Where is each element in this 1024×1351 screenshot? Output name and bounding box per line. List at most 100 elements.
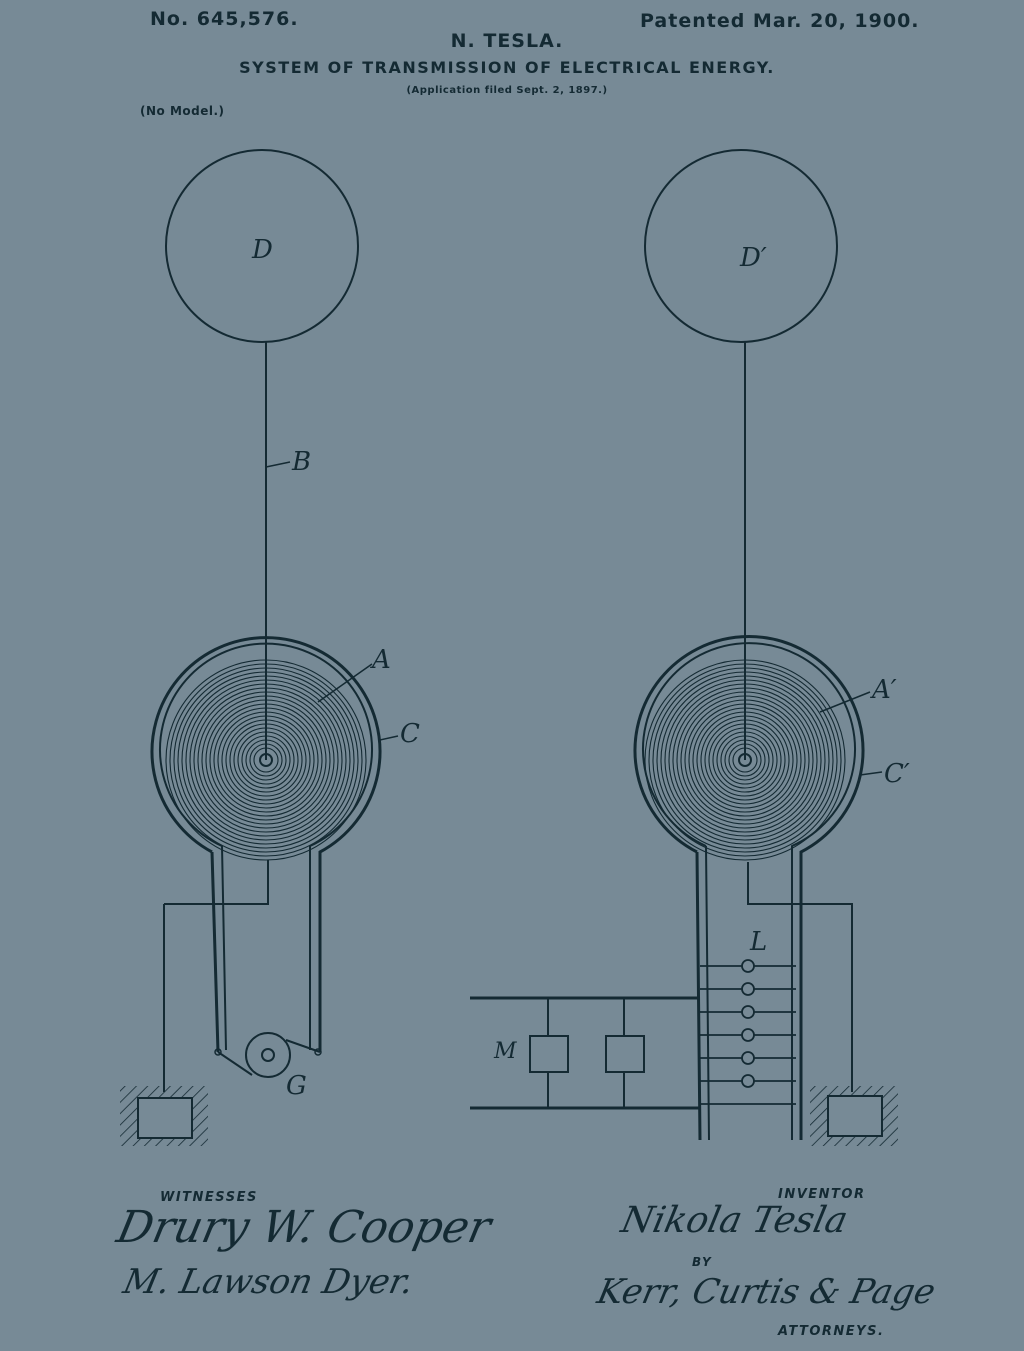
casing-c-prime-inner xyxy=(642,642,856,1141)
label-b: B xyxy=(291,447,311,477)
coil-winding xyxy=(652,667,838,853)
label-a-leader xyxy=(317,663,373,703)
generator-pulley-left xyxy=(214,1048,222,1056)
coil-winding xyxy=(213,707,319,813)
coil-winding xyxy=(177,671,355,849)
label-d-prime: D′ xyxy=(739,243,767,273)
label-g: G xyxy=(286,1071,307,1101)
lamp xyxy=(741,982,755,996)
coil-winding xyxy=(728,743,762,777)
coil-winding xyxy=(720,735,770,785)
witness-signature-2: M. Lawson Dyer. xyxy=(119,1262,418,1302)
inventor-signature: Nikola Tesla xyxy=(617,1200,852,1241)
lamp xyxy=(741,1074,755,1088)
coil-winding xyxy=(253,747,279,773)
coil-winding xyxy=(704,719,786,801)
label-d: D xyxy=(251,235,273,265)
patent-title: SYSTEM OF TRANSMISSION OF ELECTRICAL ENE… xyxy=(239,58,775,77)
coil-winding xyxy=(209,703,323,817)
label-a: A xyxy=(370,645,391,675)
coil-winding xyxy=(688,703,802,817)
motor-m-2 xyxy=(605,1035,645,1073)
generator-pulley-right xyxy=(314,1048,322,1056)
coil-a-prime-center xyxy=(738,753,752,767)
label-b-leader xyxy=(265,461,291,468)
motor-m-1 xyxy=(529,1035,569,1073)
coil-winding xyxy=(169,663,363,857)
generator-belt-1 xyxy=(217,1051,253,1076)
coil-winding xyxy=(664,679,826,841)
terminal-d xyxy=(165,149,359,343)
coil-winding xyxy=(676,691,814,829)
ground-plate-right xyxy=(827,1095,883,1137)
generator-belt-2 xyxy=(285,1039,321,1053)
coil-winding xyxy=(245,739,287,781)
coil-winding xyxy=(712,727,778,793)
by-label: BY xyxy=(692,1255,713,1269)
coil-winding xyxy=(716,731,774,789)
coil-winding xyxy=(680,695,810,825)
casing-c-inner xyxy=(159,642,373,1051)
patent-date: Patented Mar. 20, 1900. xyxy=(640,10,920,32)
coil-winding xyxy=(185,679,347,841)
lamps-l xyxy=(700,959,796,1105)
coil-winding xyxy=(648,663,842,857)
attorneys-signature: Kerr, Curtis & Page xyxy=(593,1272,939,1312)
label-c: C xyxy=(400,719,420,749)
coil-winding xyxy=(249,743,283,777)
application-note: (Application filed Sept. 2, 1897.) xyxy=(406,85,608,96)
ground-wire-right xyxy=(747,862,853,1092)
label-m: M xyxy=(493,1039,517,1064)
label-l: L xyxy=(749,927,767,957)
coil-winding xyxy=(181,675,351,845)
casing-c-prime xyxy=(633,635,865,1141)
coil-winding xyxy=(189,683,343,837)
label-a-prime: A′ xyxy=(870,675,897,705)
lamp xyxy=(741,959,755,973)
ground-wire-left-top xyxy=(164,860,269,905)
witness-signature-1: Drury W. Cooper xyxy=(112,1202,496,1253)
coil-winding xyxy=(241,735,291,785)
inventor-label: INVENTOR xyxy=(778,1187,866,1202)
model-note: (No Model.) xyxy=(140,104,225,118)
coil-a-prime xyxy=(644,659,846,861)
coil-winding xyxy=(684,699,806,821)
coil-winding xyxy=(708,723,782,797)
label-c-leader xyxy=(379,735,399,741)
lamp xyxy=(741,1051,755,1065)
coil-winding xyxy=(205,699,327,821)
coil-winding xyxy=(217,711,315,809)
lamp xyxy=(741,1005,755,1019)
coil-winding xyxy=(692,707,798,813)
coil-a-center xyxy=(259,753,273,767)
coil-winding xyxy=(229,723,303,797)
casing-c xyxy=(150,636,382,1053)
coil-winding xyxy=(221,715,311,805)
coil-winding xyxy=(201,695,331,825)
inventor-name: N. TESLA. xyxy=(450,30,564,52)
coil-winding xyxy=(233,727,299,793)
coil-winding xyxy=(173,667,359,853)
coil-winding xyxy=(668,683,822,837)
lamp xyxy=(741,1028,755,1042)
coil-winding xyxy=(644,659,846,861)
coil-winding xyxy=(656,671,834,849)
generator-g-hub xyxy=(261,1048,275,1062)
coil-winding xyxy=(165,659,367,861)
label-c-prime-leader xyxy=(859,771,883,776)
witnesses-label: WITNESSES xyxy=(160,1190,258,1205)
coil-winding xyxy=(193,687,339,833)
coil-winding xyxy=(197,691,335,829)
patent-number: No. 645,576. xyxy=(150,8,299,30)
coil-winding xyxy=(732,747,758,773)
coil-winding xyxy=(696,711,794,809)
coil-winding xyxy=(700,715,790,805)
attorneys-label: ATTORNEYS. xyxy=(778,1324,885,1339)
coil-winding xyxy=(672,687,818,833)
terminal-d-prime xyxy=(644,149,838,343)
ground-plate-left xyxy=(137,1097,193,1139)
label-c-prime: C′ xyxy=(884,759,910,789)
coil-winding xyxy=(660,675,830,845)
coil-winding xyxy=(724,739,766,781)
